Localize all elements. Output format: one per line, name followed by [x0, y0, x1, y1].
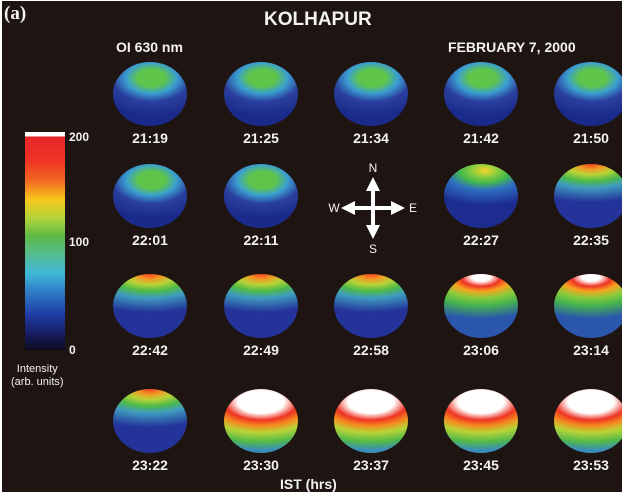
image-time-label: 23:14 [573, 342, 609, 358]
allsky-image [113, 389, 187, 453]
compass-horizontal-bar [347, 206, 399, 210]
compass-north-label: N [369, 161, 378, 175]
allsky-image [554, 164, 622, 228]
allsky-image [224, 164, 298, 228]
colorbar-label: Intensity (arb. units) [11, 363, 64, 389]
allsky-image [554, 389, 622, 453]
allsky-image [444, 389, 518, 453]
panel-label: (a) [4, 3, 27, 24]
image-time-label: 21:19 [132, 130, 168, 146]
image-time-label: 21:42 [463, 130, 499, 146]
allsky-image [224, 389, 298, 453]
image-time-label: 23:22 [132, 457, 168, 473]
intensity-colorbar [25, 132, 65, 350]
allsky-image [554, 62, 622, 126]
allsky-image [444, 274, 518, 338]
allsky-image [113, 274, 187, 338]
image-time-label: 23:53 [573, 457, 609, 473]
compass-south-label: S [369, 242, 377, 255]
colorbar-tick-min: 0 [69, 343, 76, 357]
allsky-image [224, 274, 298, 338]
allsky-image [334, 389, 408, 453]
allsky-image [334, 274, 408, 338]
image-time-label: 23:30 [243, 457, 279, 473]
east-arrowhead [391, 201, 405, 215]
image-time-label: 21:34 [353, 130, 389, 146]
image-time-label: 22:49 [243, 342, 279, 358]
figure-title: KOLHAPUR [264, 9, 372, 30]
image-time-label: 21:50 [573, 130, 609, 146]
allsky-image [444, 62, 518, 126]
image-time-label: 23:37 [353, 457, 389, 473]
colorbar-tick-max: 200 [69, 130, 90, 144]
image-time-label: 21:25 [243, 130, 279, 146]
image-time-label: 22:58 [353, 342, 389, 358]
image-time-label: 22:01 [132, 232, 168, 248]
allsky-image [224, 62, 298, 126]
image-time-label: 23:06 [463, 342, 499, 358]
image-time-label: 22:42 [132, 342, 168, 358]
allsky-image [113, 62, 187, 126]
image-time-label: 23:45 [463, 457, 499, 473]
allsky-image [334, 62, 408, 126]
image-time-label: 22:35 [573, 232, 609, 248]
allsky-image [444, 164, 518, 228]
colorbar-label-line2: (arb. units) [11, 376, 64, 388]
allsky-image [554, 274, 622, 338]
date-label: FEBRUARY 7, 2000 [448, 39, 576, 55]
x-axis-label: IST (hrs) [280, 476, 337, 492]
image-time-label: 22:11 [243, 232, 279, 248]
allsky-image [113, 164, 187, 228]
wavelength-label: OI 630 nm [116, 39, 183, 55]
colorbar-label-line1: Intensity [16, 363, 58, 375]
west-arrowhead [341, 201, 355, 215]
compass-east-label: E [409, 201, 417, 215]
north-arrowhead [366, 177, 380, 191]
compass-west-label: W [328, 201, 340, 215]
colorbar-tick-mid: 100 [69, 235, 90, 249]
image-time-label: 22:27 [463, 232, 499, 248]
south-arrowhead [366, 225, 380, 239]
compass-rose: N S W E [328, 161, 417, 255]
